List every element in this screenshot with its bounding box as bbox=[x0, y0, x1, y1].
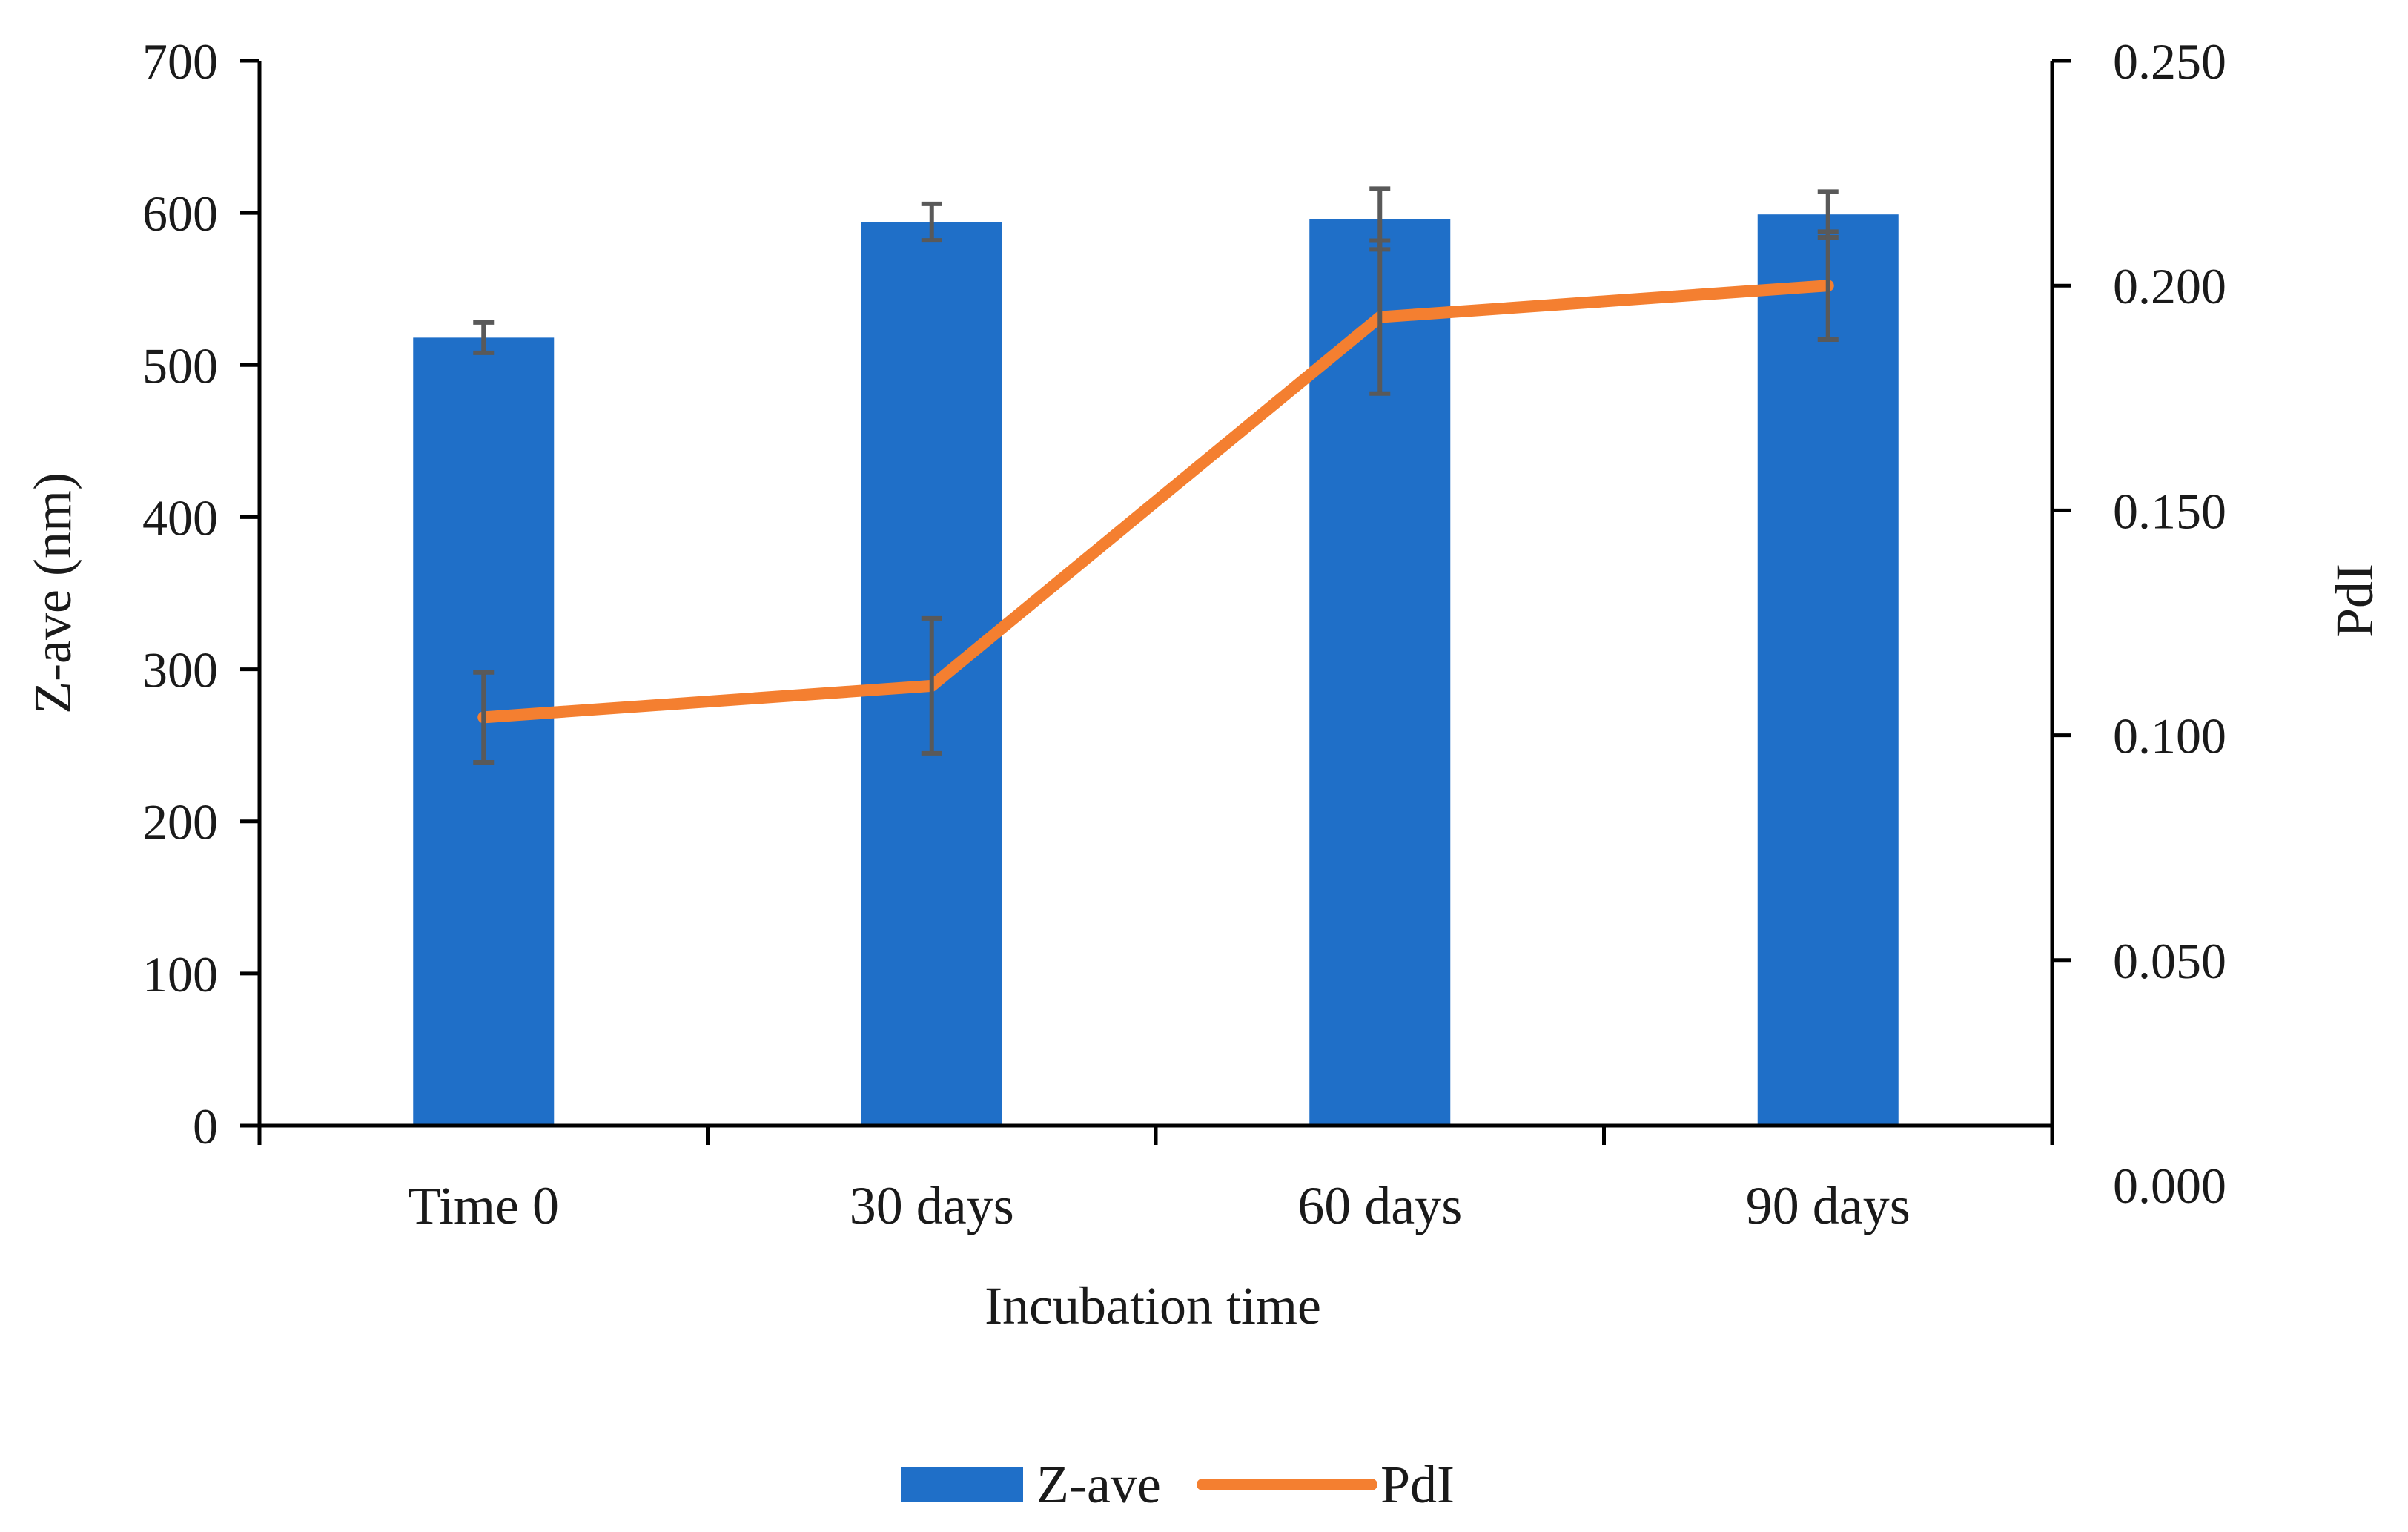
x-tick-label: 60 days bbox=[1297, 1176, 1462, 1235]
y-tick-label-left: 700 bbox=[142, 33, 218, 90]
x-tick-label: 90 days bbox=[1746, 1176, 1911, 1235]
legend-label-pdi: PdI bbox=[1380, 1455, 1455, 1514]
y-tick-label-left: 500 bbox=[142, 337, 218, 394]
pdi-error-bars bbox=[473, 229, 1839, 765]
pdi-error-bar bbox=[1817, 229, 1839, 342]
axis-labels: 0 100 200 300 400 500 600 700 Time 0 30 days 60 da… bbox=[23, 33, 2384, 1335]
legend: Z-ave PdI bbox=[901, 1455, 1455, 1514]
y-tick-label-right: 0.100 bbox=[2113, 708, 2226, 765]
pdi-error-bar bbox=[921, 615, 942, 756]
x-axis-title: Incubation time bbox=[985, 1276, 1321, 1335]
pdi-line-series bbox=[477, 280, 1834, 724]
z-ave-error-bar bbox=[473, 320, 494, 355]
y-tick-label-right: 0.000 bbox=[2113, 1158, 2226, 1214]
z-ave-error-bars bbox=[473, 186, 1839, 355]
z-ave-bars bbox=[413, 214, 1899, 1126]
y-tick-label-left: 300 bbox=[142, 642, 218, 699]
axes bbox=[240, 59, 2071, 1145]
y-tick-label-left: 200 bbox=[142, 794, 218, 851]
y-tick-label-right: 0.250 bbox=[2113, 33, 2226, 90]
pdi-error-bar bbox=[1369, 238, 1391, 396]
y-tick-label-left: 400 bbox=[142, 489, 218, 546]
x-tick-label: Time 0 bbox=[408, 1176, 559, 1235]
y-tick-label-left: 600 bbox=[142, 185, 218, 242]
x-tick-label: 30 days bbox=[850, 1176, 1014, 1235]
y-tick-label-left: 0 bbox=[193, 1098, 218, 1155]
y-tick-label-right: 0.200 bbox=[2113, 258, 2226, 314]
legend-label-z-ave: Z-ave bbox=[1036, 1455, 1161, 1514]
y-tick-label-left: 100 bbox=[142, 946, 218, 1003]
y-tick-label-right: 0.050 bbox=[2113, 933, 2226, 989]
y-axis-title-left: Z-ave (nm) bbox=[23, 472, 82, 714]
legend-swatch-z-ave bbox=[901, 1467, 1023, 1502]
bar-90-days bbox=[1757, 214, 1899, 1126]
y-axis-title-right: PdI bbox=[2325, 564, 2384, 638]
pdi-line bbox=[477, 280, 1834, 724]
y-tick-label-right: 0.150 bbox=[2113, 483, 2226, 539]
z-ave-error-bar bbox=[921, 201, 942, 243]
pdi-error-bar bbox=[473, 670, 494, 765]
